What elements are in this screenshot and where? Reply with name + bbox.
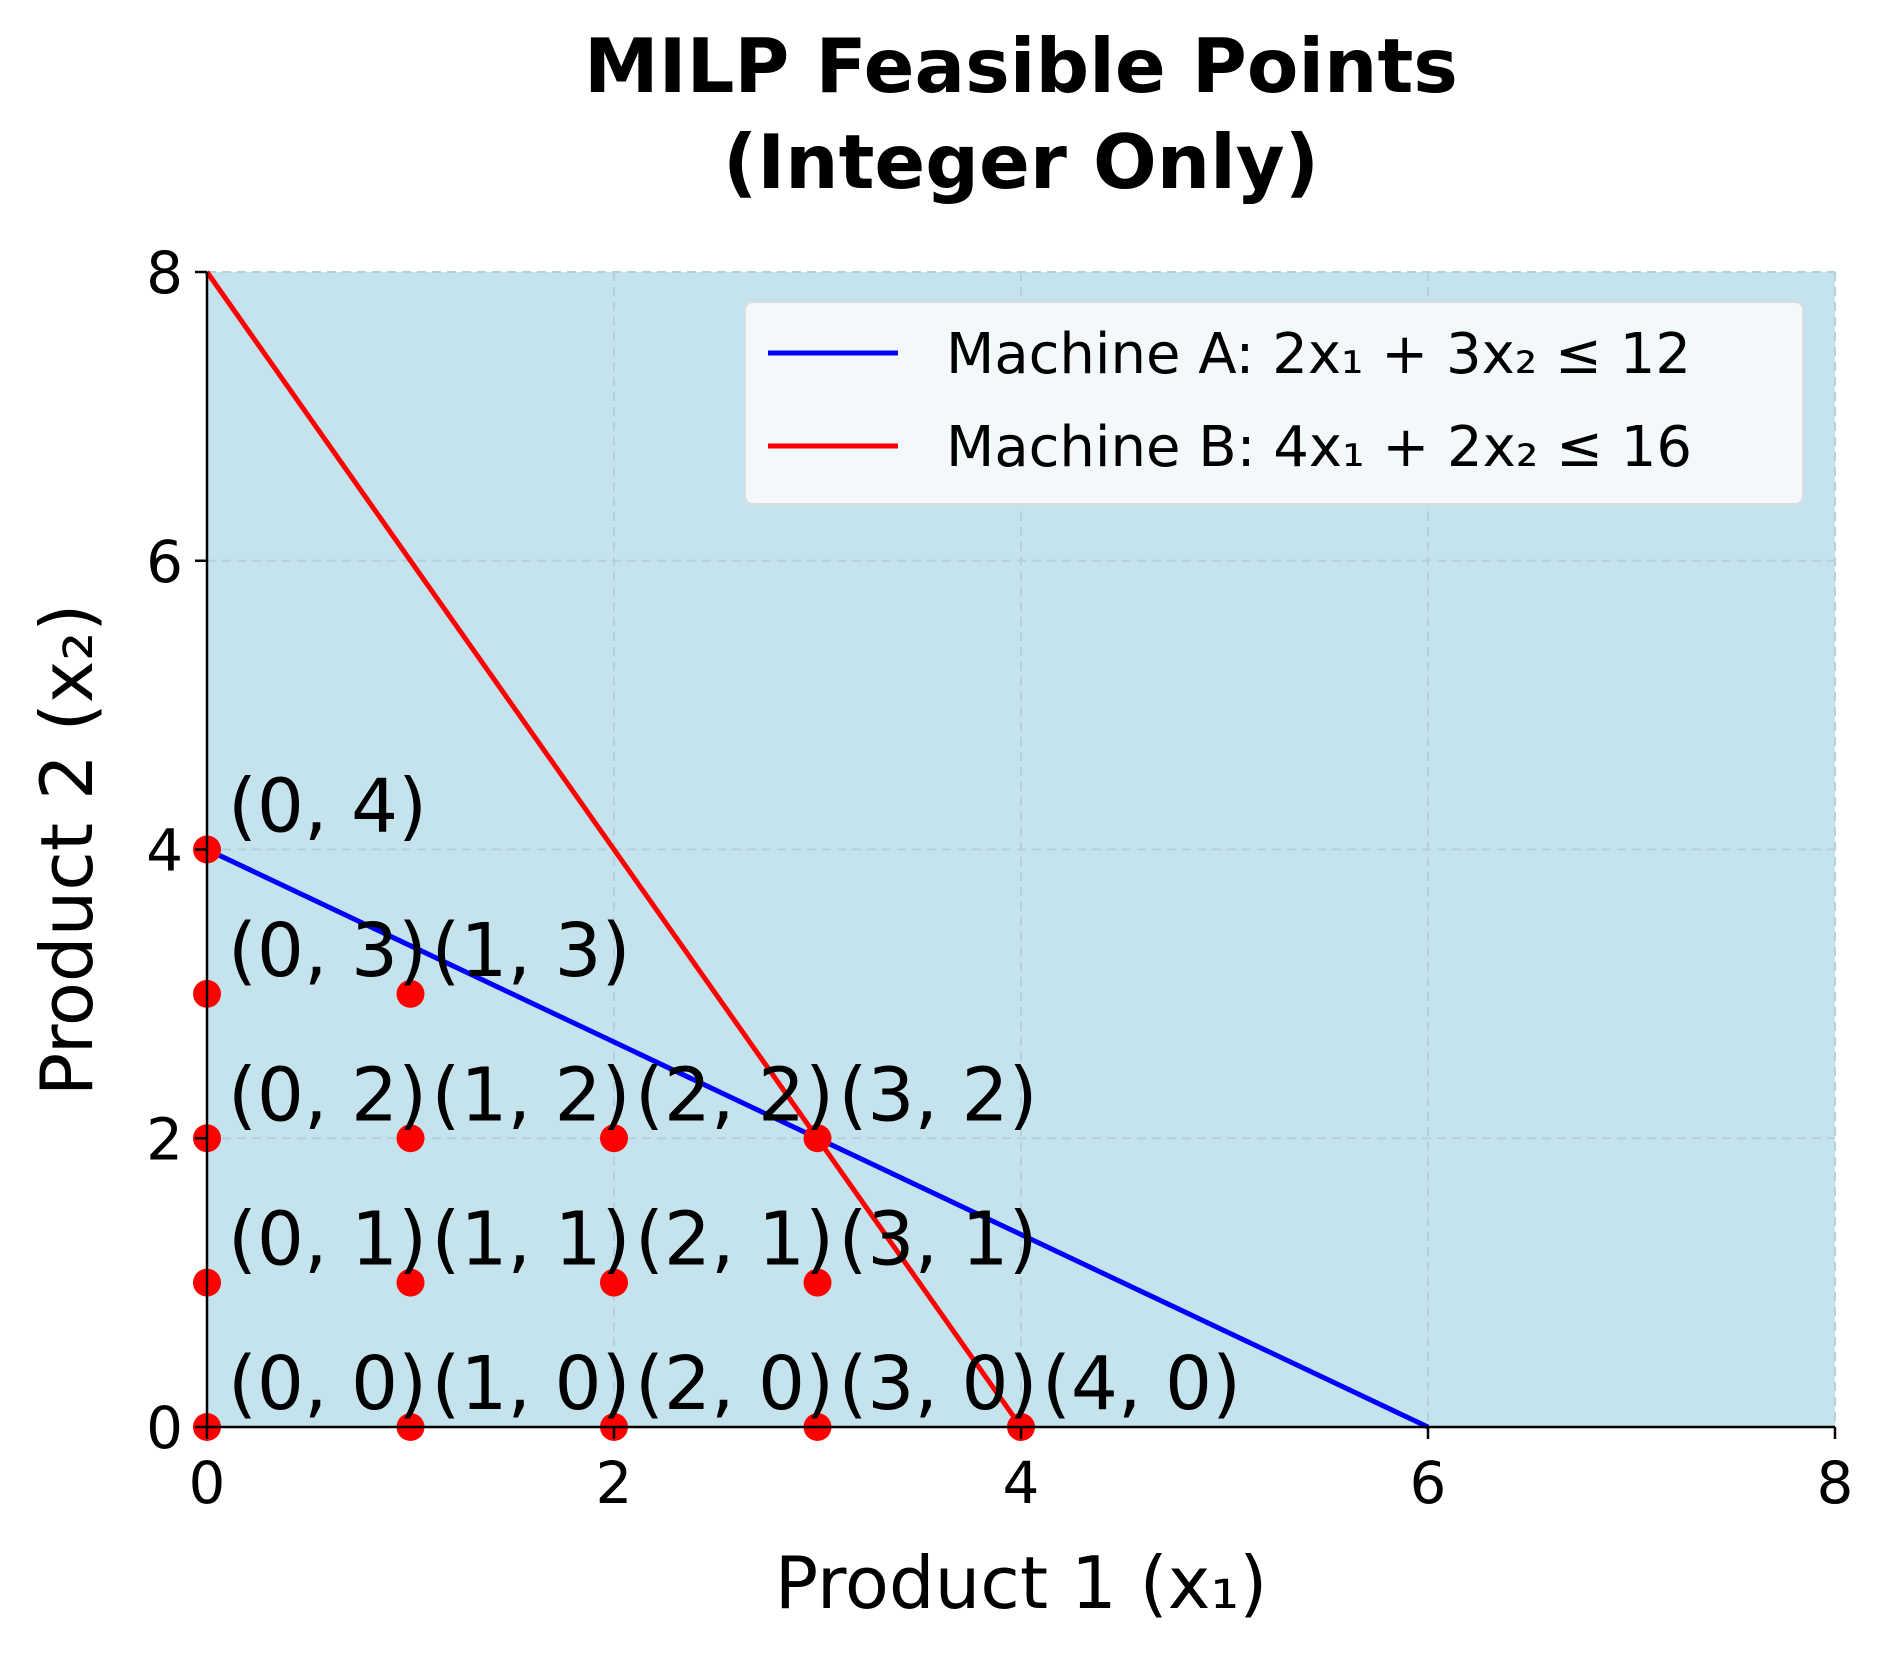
chart-title-line-1: MILP Feasible Points bbox=[584, 22, 1458, 110]
y-tick-label-0: 0 bbox=[146, 1394, 183, 1462]
point-label-2-2: (2, 2) bbox=[635, 1052, 834, 1138]
point-label-1-3: (1, 3) bbox=[432, 908, 631, 994]
y-tick-label-8: 8 bbox=[146, 239, 183, 307]
point-label-0-1: (0, 1) bbox=[228, 1197, 427, 1283]
feasible-point-2-1 bbox=[600, 1268, 628, 1297]
point-label-3-2: (3, 2) bbox=[839, 1052, 1038, 1138]
point-label-2-1: (2, 1) bbox=[635, 1197, 834, 1283]
feasible-point-3-1 bbox=[803, 1268, 832, 1297]
x-tick-label-0: 0 bbox=[189, 1449, 226, 1517]
x-tick-label-8: 8 bbox=[1817, 1449, 1854, 1517]
feasible-point-3-2 bbox=[803, 1124, 832, 1153]
constraint-line-machine-b bbox=[204, 270, 1024, 1429]
feasible-point-1-3 bbox=[396, 979, 425, 1008]
axes bbox=[195, 270, 1837, 1439]
point-label-0-4: (0, 4) bbox=[228, 764, 427, 850]
y-tick-label-2: 2 bbox=[146, 1105, 183, 1173]
y-axis-label: Product 2 (x₂) bbox=[25, 604, 109, 1097]
point-label-2-0: (2, 0) bbox=[635, 1341, 834, 1427]
point-label-3-1: (3, 1) bbox=[839, 1197, 1038, 1283]
point-label-0-3: (0, 3) bbox=[228, 908, 427, 994]
feasible-point-1-2 bbox=[396, 1124, 425, 1153]
point-label-1-2: (1, 2) bbox=[432, 1052, 631, 1138]
point-label-0-2: (0, 2) bbox=[228, 1052, 427, 1138]
point-label-1-0: (1, 0) bbox=[432, 1341, 631, 1427]
legend-label-machine-a: Machine A: 2x₁ + 3x₂ ≤ 12 bbox=[946, 322, 1691, 387]
x-tick-label-2: 2 bbox=[596, 1449, 633, 1517]
x-axis-label: Product 1 (x₁) bbox=[775, 1541, 1268, 1625]
chart-title-line-2: (Integer Only) bbox=[723, 118, 1319, 206]
legend: Machine A: 2x₁ + 3x₂ ≤ 12 Machine B: 4x₁… bbox=[744, 301, 1804, 505]
legend-label-machine-b: Machine B: 4x₁ + 2x₂ ≤ 16 bbox=[946, 415, 1692, 480]
point-label-1-1: (1, 1) bbox=[432, 1197, 631, 1283]
feasible-point-2-2 bbox=[600, 1124, 628, 1153]
point-label-0-0: (0, 0) bbox=[228, 1341, 427, 1427]
point-labels: (0, 0) (0, 1) (0, 2) (0, 3) (0, 4) (1, 0) (1, … bbox=[228, 764, 1241, 1428]
y-tick-label-4: 4 bbox=[146, 817, 183, 885]
feasible-point-1-1 bbox=[396, 1268, 425, 1297]
x-tick-label-4: 4 bbox=[1003, 1449, 1040, 1517]
point-label-3-0: (3, 0) bbox=[839, 1341, 1038, 1427]
point-label-4-0: (4, 0) bbox=[1042, 1341, 1241, 1427]
x-tick-label-6: 6 bbox=[1410, 1449, 1447, 1517]
tick-labels: 0 2 4 6 8 0 2 4 6 8 bbox=[146, 239, 1853, 1517]
y-tick-label-6: 6 bbox=[146, 528, 183, 596]
legend-box bbox=[744, 301, 1804, 505]
